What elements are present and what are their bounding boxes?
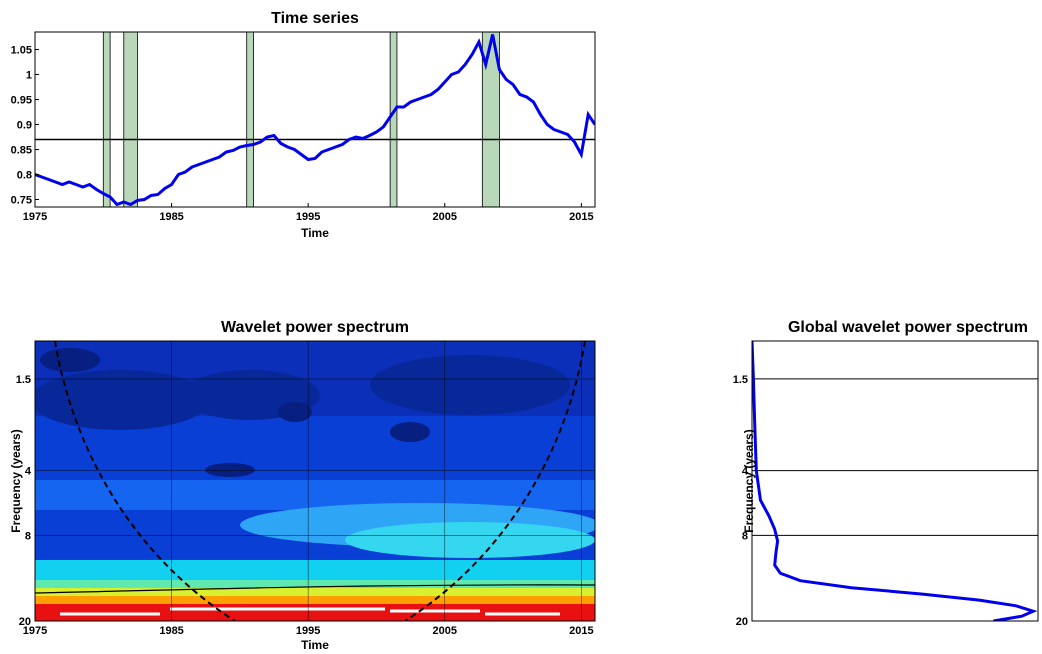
heatmap-blob xyxy=(40,348,100,372)
time-series-title: Time series xyxy=(271,10,359,27)
series-line xyxy=(35,34,595,207)
x-tick-label: 2015 xyxy=(569,625,593,637)
y-tick-label: 0.85 xyxy=(11,145,32,157)
x-tick-label: 2005 xyxy=(433,211,457,223)
recession-band xyxy=(123,32,138,207)
heatmap-band xyxy=(35,596,595,604)
global-wavelet-ylabel: Frequency (years) xyxy=(742,429,756,532)
x-tick-label: 1985 xyxy=(159,211,183,223)
recession-band xyxy=(102,32,111,207)
time-series-xlabel: Time xyxy=(301,226,329,240)
y-tick-label: 8 xyxy=(25,530,31,542)
significance-contour xyxy=(35,584,595,594)
cone-of-influence-right xyxy=(404,341,586,621)
global-wavelet-axes-box xyxy=(751,340,1039,622)
x-tick-label: 2005 xyxy=(433,625,457,637)
wps-gridlines xyxy=(35,341,595,621)
y-tick-label: 1.5 xyxy=(733,374,748,386)
heatmap-band xyxy=(35,580,595,588)
y-tick-label: 0.8 xyxy=(17,170,32,182)
y-tick-label: 8 xyxy=(742,530,748,542)
recession-band xyxy=(481,32,500,207)
gws-gridlines xyxy=(752,378,1038,622)
global-wavelet-title: Global wavelet power spectrum xyxy=(788,319,1028,336)
wavelet-power-title: Wavelet power spectrum xyxy=(221,319,409,336)
heatmap-blob xyxy=(278,402,312,422)
cone-of-influence-left xyxy=(54,341,236,621)
y-tick-label: 20 xyxy=(736,616,748,628)
wavelet-power-panel: Wavelet power spectrum xyxy=(9,319,596,652)
heatmap-blob xyxy=(205,463,255,477)
global-power-line xyxy=(752,341,1038,621)
x-tick-label: 1975 xyxy=(23,625,47,637)
heatmap-blob xyxy=(35,370,210,430)
heatmap-blob xyxy=(345,522,595,558)
x-tick-label: 1995 xyxy=(296,211,320,223)
time-series-panel: Time series 1975 1985 1995 2005 2015 0.75 0.8… xyxy=(11,10,596,240)
x-tick-labels: 1975 1985 1995 2005 2015 xyxy=(23,625,594,637)
wavelet-heatmap xyxy=(35,341,595,621)
heatmap-band xyxy=(35,560,595,582)
y-tick-label: 0.9 xyxy=(17,120,32,132)
y-tick-label: 0.75 xyxy=(11,195,32,207)
x-tick-label: 1975 xyxy=(23,211,47,223)
wavelet-xlabel: Time xyxy=(301,638,329,652)
heatmap-blob xyxy=(370,355,570,415)
x-tick-label: 1995 xyxy=(296,625,320,637)
y-tick-label: 1 xyxy=(26,70,32,82)
y-tick-label: 0.95 xyxy=(11,95,32,107)
recession-band xyxy=(389,32,398,207)
heatmap-band xyxy=(35,480,595,510)
y-tick-label: 1.05 xyxy=(11,45,32,57)
x-tick-label: 1985 xyxy=(159,625,183,637)
x-tick-labels: 1975 1985 1995 2005 2015 xyxy=(23,203,594,223)
y-tick-label: 4 xyxy=(25,466,32,478)
heatmap-band xyxy=(35,588,595,596)
global-wavelet-panel: Global wavelet power spectrum 1.5 4 8 20 Fr… xyxy=(733,319,1039,628)
y-tick-label: 20 xyxy=(19,616,31,628)
y-tick-label: 1.5 xyxy=(16,374,31,386)
x-tick-label: 2015 xyxy=(569,211,593,223)
time-series-axes-box xyxy=(34,31,596,208)
y-tick-labels: 1.5 4 8 20 xyxy=(733,374,749,628)
recession-bands xyxy=(102,32,500,207)
wavelet-ylabel: Frequency (years) xyxy=(9,429,23,532)
heatmap-blob xyxy=(390,422,430,442)
y-tick-labels: 0.75 0.8 0.85 0.9 0.95 1 1.05 xyxy=(11,45,39,207)
y-tick-labels: 1.5 4 8 20 xyxy=(16,374,32,628)
wavelet-axes-box xyxy=(34,340,596,622)
recession-band xyxy=(246,32,254,207)
y-tick-label: 4 xyxy=(742,466,749,478)
